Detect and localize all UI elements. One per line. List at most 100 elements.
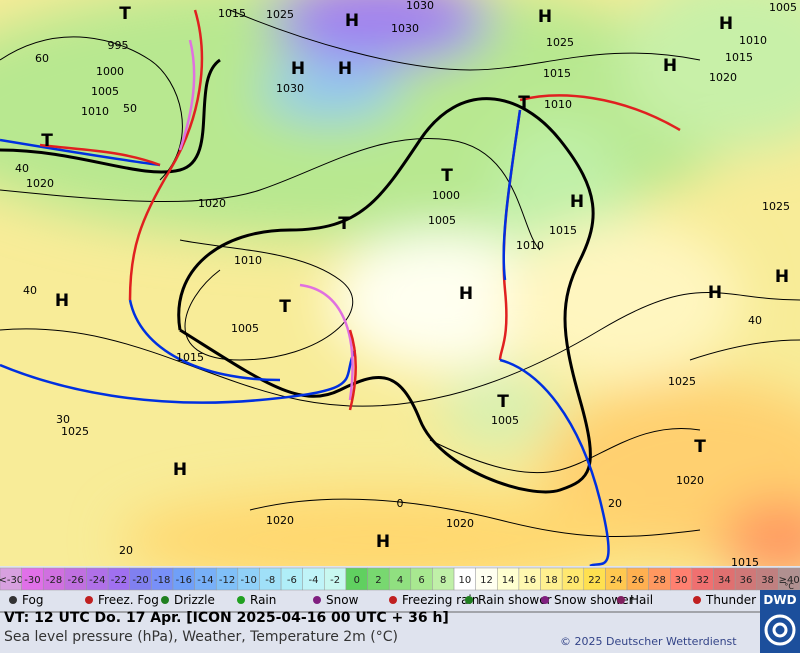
scale-label: -22	[111, 575, 127, 586]
pressure-center: H	[55, 291, 69, 311]
logo-swirl	[764, 614, 796, 646]
isobar-label: 1025	[61, 425, 89, 438]
isobar-label: 20	[608, 497, 622, 510]
scale-label: -30	[24, 575, 40, 586]
isobar-label: 50	[123, 102, 137, 115]
fronts	[0, 9, 681, 568]
isobar-label: 0	[397, 497, 404, 510]
description: Sea level pressure (hPa), Weather, Tempe…	[4, 629, 398, 645]
isobar-label: 1005	[428, 214, 456, 227]
scale-label: -20	[132, 575, 148, 586]
isobar-label: 1005	[231, 322, 259, 335]
scale-label: -18	[154, 575, 170, 586]
logo-swirl	[772, 622, 788, 638]
scale-label: -4	[309, 575, 319, 586]
scale-label: 0	[354, 575, 360, 586]
isobar-label: 1025	[668, 375, 696, 388]
weather-label: Snow shower	[554, 593, 634, 607]
scale-label: -16	[176, 575, 192, 586]
pressure-center: H	[570, 192, 584, 212]
temperature-scale: <-30 -30 -28 -26 -24 -22 -20 -18 -16 -14 -12 -10 -8-…	[0, 567, 800, 591]
scale-label: 20	[567, 575, 580, 586]
pressure-center: H	[663, 56, 677, 76]
scale-label: 36	[740, 575, 753, 586]
isobar-label: 1020	[446, 517, 474, 530]
weather-icon	[465, 596, 473, 604]
scale-label: 14	[502, 575, 515, 586]
weather-label: Freezing rain	[402, 593, 479, 607]
weather-label: Rain shower	[478, 593, 552, 607]
scale-label: 18	[545, 575, 558, 586]
logo: DWD	[763, 593, 796, 607]
isobar-label: 1025	[266, 8, 294, 21]
scale-label: 12	[480, 575, 493, 586]
scale-label: -12	[219, 575, 235, 586]
pressure-center: T	[518, 93, 530, 113]
isobar-label: 1015	[731, 556, 759, 569]
isobar-label: 1020	[26, 177, 54, 190]
isobar-label: 1010	[739, 34, 767, 47]
pressure-center: H	[538, 7, 552, 27]
pressure-center: T	[41, 131, 53, 151]
weather-label: Snow	[326, 593, 359, 607]
pressure-center: H	[459, 284, 473, 304]
weather-icon	[693, 596, 701, 604]
scale-label: 16	[523, 575, 536, 586]
pressure-center: H	[173, 460, 187, 480]
scale-label: -8	[265, 575, 275, 586]
pressure-center: H	[345, 11, 359, 31]
weather-label: Hail	[630, 593, 653, 607]
scale-label: 2	[375, 575, 381, 586]
isobar-label: 1025	[546, 36, 574, 49]
scale-label: <-30	[0, 575, 23, 586]
scale-label: 28	[653, 575, 666, 586]
weather-label: Fog	[22, 593, 43, 607]
weather-label: Freez. Fog	[98, 593, 159, 607]
pressure-center: H	[708, 283, 722, 303]
isobar-label: 1005	[769, 1, 797, 14]
isobar-label: 1000	[96, 65, 124, 78]
scale-label: ≥40	[779, 575, 800, 586]
scale-label: 10	[458, 575, 471, 586]
weather-icon	[237, 596, 245, 604]
isobar-label: 1020	[266, 514, 294, 527]
isobar-label: 1030	[406, 0, 434, 12]
isobar-label: 1015	[543, 67, 571, 80]
scale-label: -24	[89, 575, 105, 586]
isobar-label: 1020	[676, 474, 704, 487]
pressure-center: H	[376, 532, 390, 552]
isobar-label: 40	[748, 314, 762, 327]
isobar-label: 1030	[276, 82, 304, 95]
isobar-label: 1015	[725, 51, 753, 64]
weather-legend: Fog Freez. Fog Drizzle Rain Snow Freezing rai…	[9, 593, 795, 607]
scale-label: -6	[287, 575, 297, 586]
isobar-label: 40	[23, 284, 37, 297]
weather-label: Rain	[250, 593, 276, 607]
pressure-center: T	[119, 4, 131, 24]
isobar-label: 30	[56, 413, 70, 426]
isobar-label: 1010	[81, 105, 109, 118]
scale-label: 26	[631, 575, 644, 586]
valid-time: VT: 12 UTC Do. 17 Apr. [ICON 2025-04-16 …	[4, 610, 449, 626]
weather-icon	[541, 596, 549, 604]
isobar-label: 1005	[91, 85, 119, 98]
isobar-label: 20	[119, 544, 133, 557]
weather-label: Drizzle	[174, 593, 215, 607]
pressure-center: T	[497, 392, 509, 412]
map-labels: T 1015 1025 H 1030 1030 H 1005 995 1000 1005 1010 60…	[15, 0, 797, 569]
scale-label: 38	[761, 575, 774, 586]
isobar-label: 1010	[544, 98, 572, 111]
scale-label: 30	[675, 575, 688, 586]
isobar-label: 60	[35, 52, 49, 65]
scale-label: 24	[610, 575, 623, 586]
scale-label: -14	[197, 575, 213, 586]
isobar-label: 1025	[762, 200, 790, 213]
pressure-center: H	[775, 267, 789, 287]
pressure-center: T	[441, 166, 453, 186]
weather-icon	[617, 596, 625, 604]
temperature-field	[0, 0, 800, 590]
scale-label: 6	[418, 575, 424, 586]
isobar-label: 1020	[709, 71, 737, 84]
